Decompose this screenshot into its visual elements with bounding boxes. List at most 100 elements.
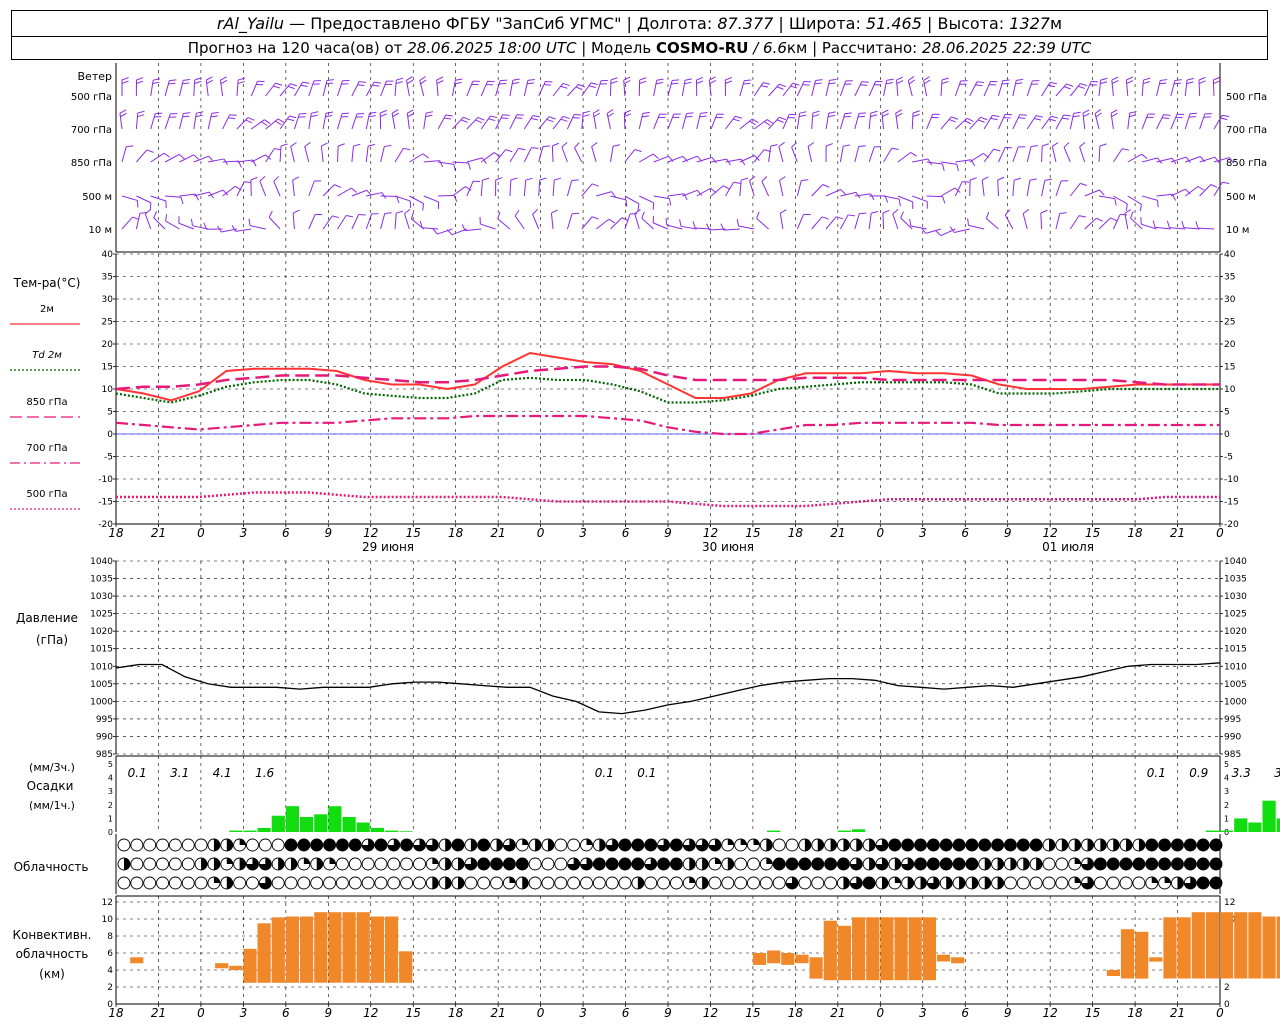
wind-barb-flag xyxy=(290,142,297,147)
wind-barb-flag xyxy=(1186,77,1194,81)
wind-barb-flag xyxy=(481,157,487,164)
y-tick-right: 40 xyxy=(1224,250,1236,260)
wind-barb-flag xyxy=(1099,189,1105,196)
wind-barb-flag xyxy=(1126,80,1134,85)
wind-barb-shaft xyxy=(164,113,171,130)
cloud-circle xyxy=(143,838,157,852)
wind-barb-flag xyxy=(977,119,985,123)
cloud-cover-symbol xyxy=(592,857,606,871)
wind-barb-shaft xyxy=(222,114,231,130)
wind-barb xyxy=(135,149,154,163)
wind-barb xyxy=(753,119,774,130)
cloud-cover-symbol xyxy=(580,857,593,871)
y-tick-right: 10 xyxy=(1224,385,1236,395)
wind-barb-shaft xyxy=(165,195,182,198)
cloud-cover-symbol xyxy=(413,876,426,890)
cloud-circle xyxy=(502,857,516,871)
wind-barb-shaft xyxy=(265,148,275,163)
wind-barb xyxy=(144,209,152,230)
cloud-circle xyxy=(528,876,542,890)
wind-barb-shaft xyxy=(711,158,727,163)
y-tick-left: -20 xyxy=(98,520,113,530)
wind-barb-shaft xyxy=(881,113,885,130)
y-tick-right: -10 xyxy=(1224,475,1239,485)
wind-barb-flag xyxy=(290,83,298,87)
wind-barb xyxy=(634,209,641,230)
wind-barb xyxy=(1127,110,1137,130)
wind-barb-shaft xyxy=(796,214,805,230)
wind-barb-flag xyxy=(844,112,852,115)
y-tick-right: 2 xyxy=(1224,983,1230,993)
cloud-fill xyxy=(547,839,554,851)
cloud-circle xyxy=(631,857,645,871)
wind-barb-shaft xyxy=(438,194,455,197)
wind-barb xyxy=(165,195,184,205)
wind-barb-flag xyxy=(656,78,664,81)
cloud-cover-symbol xyxy=(477,857,491,871)
wind-barb-flag xyxy=(990,117,998,121)
y-tick-right: 1040 xyxy=(1224,557,1247,567)
wind-barb-shaft xyxy=(279,115,290,130)
model-name: COSMO-RU xyxy=(655,39,749,57)
cloud-cover-symbol xyxy=(335,857,349,871)
wind-barb-shaft xyxy=(365,213,373,230)
wind-barb xyxy=(912,195,928,209)
cloud-cover-symbol xyxy=(875,876,889,890)
wind-barb-shaft xyxy=(912,195,928,203)
wind-barb-shaft xyxy=(497,218,511,230)
cloud-cover-symbol xyxy=(747,838,760,852)
wind-barb-shaft xyxy=(997,80,1004,97)
wind-barb-shaft xyxy=(121,146,127,163)
wind-barb-flag xyxy=(419,76,426,81)
wind-barb xyxy=(739,177,749,197)
cloud-circle xyxy=(156,876,169,890)
wind-barb-flag xyxy=(736,219,739,227)
cloud-circle xyxy=(605,876,619,890)
cloud-circle xyxy=(1029,876,1043,890)
wind-barb-flag xyxy=(749,120,756,126)
cloud-circle xyxy=(387,876,401,890)
wind-barb xyxy=(921,227,942,234)
cloud-fill xyxy=(881,877,888,889)
cloud-fill xyxy=(445,839,452,851)
cloud-circle xyxy=(271,876,285,890)
wind-barb xyxy=(466,180,481,197)
x-tick-label: 6 xyxy=(282,526,290,540)
precip-3h-label: 0.1 xyxy=(637,766,656,780)
wind-barb-shaft xyxy=(509,80,514,97)
wind-barb xyxy=(150,112,163,130)
cloud-cover-symbol xyxy=(824,838,838,852)
cloud-cover-symbol xyxy=(156,876,169,890)
cloud-cover-symbol xyxy=(271,876,285,890)
wind-barb xyxy=(394,77,404,97)
wind-barb-flag xyxy=(292,209,300,214)
wind-barb-shaft xyxy=(236,181,245,197)
cloud-circle xyxy=(156,857,169,871)
wind-barb-flag xyxy=(455,78,463,81)
cloud-cover-symbol xyxy=(361,876,375,890)
wind-barb-flag xyxy=(1222,181,1230,184)
cloud-cover-symbol xyxy=(644,838,658,852)
wind-barb-flag xyxy=(444,117,452,120)
wind-barb-shaft xyxy=(1199,184,1212,197)
wind-barb-flag xyxy=(574,142,580,149)
wind-barb-shaft xyxy=(779,213,784,230)
cloud-circle xyxy=(156,838,169,852)
wind-barb xyxy=(273,176,281,197)
y-tick-right: 5 xyxy=(1224,408,1230,418)
wind-barb xyxy=(523,78,535,97)
wind-barb-shaft xyxy=(235,228,252,232)
cloud-cover-symbol xyxy=(772,857,786,871)
y-tick-right: 0 xyxy=(1224,430,1230,440)
wind-barb-shaft xyxy=(121,216,134,230)
wind-barb xyxy=(610,217,629,230)
cloud-cover-symbol xyxy=(464,857,478,871)
cloud-fill xyxy=(920,877,927,889)
wind-barb xyxy=(179,193,200,201)
wind-barb xyxy=(153,211,166,230)
cloud-cover-symbol xyxy=(888,876,902,890)
wind-barb xyxy=(452,161,471,170)
wind-barb xyxy=(883,147,899,163)
temp-series-line xyxy=(115,365,1220,391)
cloud-cover-symbol xyxy=(798,876,812,890)
